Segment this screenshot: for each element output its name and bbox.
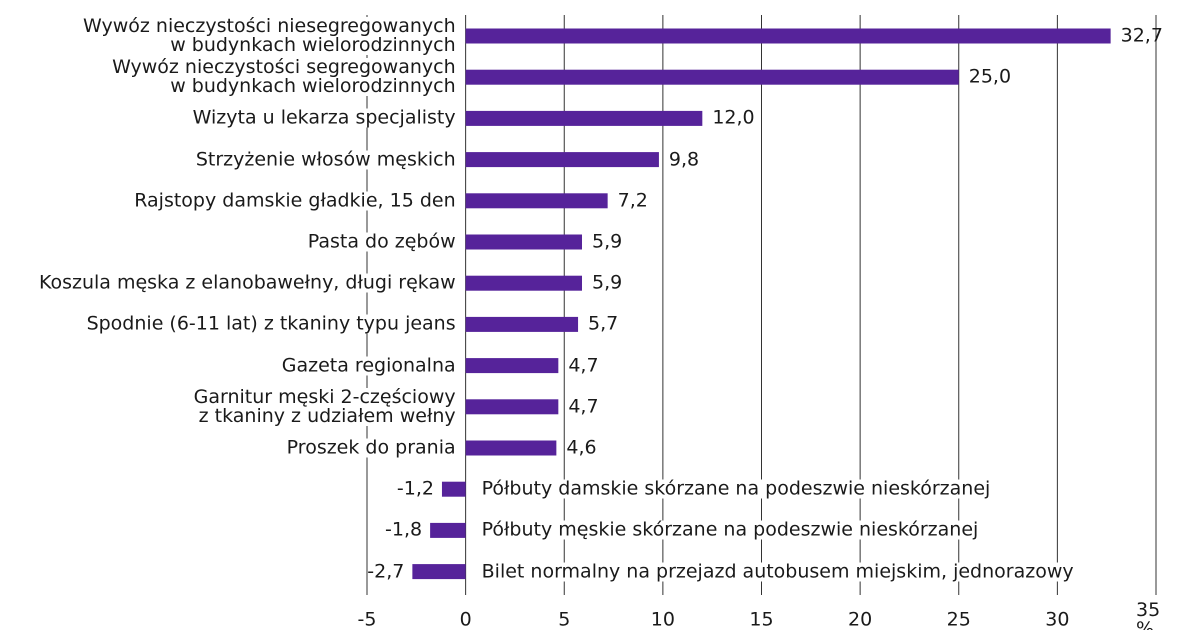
bar bbox=[465, 69, 959, 85]
category-label: Proszek do prania bbox=[286, 436, 456, 459]
x-tick-label: 15 bbox=[749, 608, 774, 630]
value-label: 4,6 bbox=[566, 436, 597, 459]
value-label: 7,2 bbox=[617, 189, 648, 212]
category-label: Gazeta regionalna bbox=[281, 354, 456, 377]
category-label: Bilet normalny na przejazd autobusem mie… bbox=[481, 560, 1074, 583]
x-tick-label: 35 % bbox=[1136, 599, 1161, 630]
bar bbox=[465, 275, 583, 291]
category-label: Półbuty damskie skórzane na podeszwie ni… bbox=[481, 477, 991, 500]
category-label: Koszula męska z elanobawełny, długi ręka… bbox=[38, 271, 456, 294]
category-label: Strzyżenie włosów męskich bbox=[195, 148, 456, 171]
x-tick-label: 25 bbox=[946, 608, 971, 630]
bar bbox=[465, 358, 559, 374]
value-label: 32,7 bbox=[1120, 24, 1163, 47]
x-tick-label: 5 bbox=[558, 608, 571, 630]
value-label: 5,9 bbox=[592, 271, 623, 294]
category-label: Wywóz nieczystości niesegregowanych w bu… bbox=[83, 15, 456, 56]
value-label: -1,2 bbox=[396, 477, 434, 500]
value-label: 5,7 bbox=[588, 312, 619, 335]
bar bbox=[441, 481, 466, 497]
x-tick-label: 20 bbox=[848, 608, 873, 630]
bar bbox=[465, 440, 557, 456]
category-label: Rajstopy damskie gładkie, 15 den bbox=[134, 189, 456, 212]
bar bbox=[465, 193, 608, 209]
bar bbox=[412, 564, 466, 580]
bar bbox=[465, 234, 583, 250]
value-label: -2,7 bbox=[367, 560, 405, 583]
value-label: -1,8 bbox=[385, 518, 423, 541]
category-label: Spodnie (6-11 lat) z tkaniny typu jeans bbox=[86, 312, 456, 335]
bar bbox=[465, 110, 703, 126]
x-tick-label: 30 bbox=[1045, 608, 1070, 630]
value-label: 12,0 bbox=[712, 106, 755, 129]
category-label: Wywóz nieczystości segregowanych w budyn… bbox=[112, 56, 456, 98]
value-label: 9,8 bbox=[668, 148, 700, 171]
value-label: 4,7 bbox=[568, 354, 599, 377]
x-tick-label: -5 bbox=[357, 608, 377, 630]
category-label: Półbuty męskie skórzane na podeszwie nie… bbox=[481, 518, 979, 541]
x-tick-label: 10 bbox=[650, 608, 675, 630]
category-label: Garnitur męski 2-częściowy z tkaniny z u… bbox=[193, 385, 456, 427]
bar bbox=[465, 399, 559, 415]
value-label: 5,9 bbox=[592, 230, 623, 253]
category-label: Wizyta u lekarza specjalisty bbox=[192, 106, 456, 129]
bar bbox=[430, 522, 466, 538]
value-label: 4,7 bbox=[568, 395, 599, 418]
x-tick-label: 0 bbox=[459, 608, 472, 630]
category-label: Pasta do zębów bbox=[307, 230, 456, 253]
value-label: 25,0 bbox=[968, 65, 1012, 88]
bar bbox=[465, 152, 659, 168]
bar bbox=[465, 28, 1111, 44]
bar bbox=[465, 316, 579, 332]
